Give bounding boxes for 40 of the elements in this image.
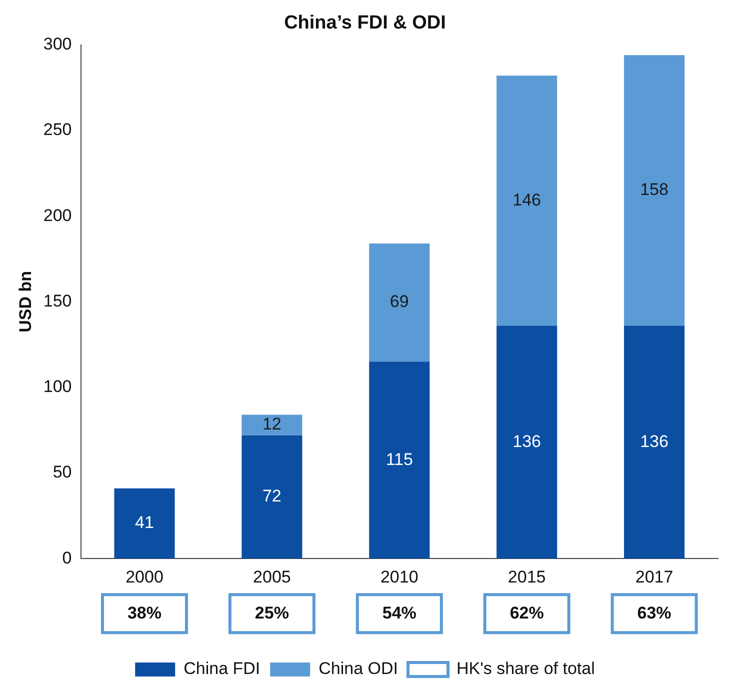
bar — [496, 326, 558, 559]
text: HK's share of total — [456, 659, 595, 678]
bar — [369, 243, 430, 362]
text: 62% — [510, 603, 544, 622]
text: 25% — [254, 603, 289, 622]
legend-label: China ODI — [318, 659, 398, 678]
text: 63% — [637, 603, 672, 622]
data-label: 41 — [135, 513, 154, 532]
text: 54% — [382, 603, 416, 622]
data-label: 72 — [262, 486, 282, 506]
bar — [624, 326, 685, 559]
bar — [242, 414, 302, 436]
x-tick-label: 2000 — [126, 567, 164, 586]
legend-label: China FDI — [184, 659, 260, 678]
data-label: 12 — [262, 414, 282, 434]
data-label: 115 — [386, 450, 413, 469]
data-label: 158 — [640, 180, 668, 200]
chart-title: China’s FDI & ODI — [284, 12, 446, 34]
y-tick-label: 300 — [43, 34, 72, 54]
bar — [624, 55, 685, 326]
y-axis-title: USD bn — [16, 271, 35, 332]
x-tick-label: 2017 — [635, 567, 674, 586]
y-tick-label: 250 — [43, 120, 72, 140]
x-tick-label: 2005 — [253, 567, 291, 586]
data-label: 136 — [512, 432, 542, 451]
x-tick-label: 2010 — [380, 567, 418, 586]
text: 38% — [127, 603, 162, 622]
y-tick-label: 50 — [52, 462, 72, 482]
bar — [114, 488, 175, 559]
y-tick-label: 100 — [43, 377, 72, 396]
y-tick-label: 200 — [43, 206, 72, 225]
data-label: 69 — [390, 292, 409, 312]
data-label: 146 — [512, 190, 542, 210]
bar — [496, 76, 558, 326]
y-tick-label: 150 — [43, 291, 72, 310]
y-tick-label: 0 — [62, 548, 72, 568]
x-tick-label: 2015 — [508, 567, 546, 586]
data-label: 136 — [640, 432, 668, 451]
bar — [369, 362, 430, 559]
bar — [242, 435, 302, 559]
